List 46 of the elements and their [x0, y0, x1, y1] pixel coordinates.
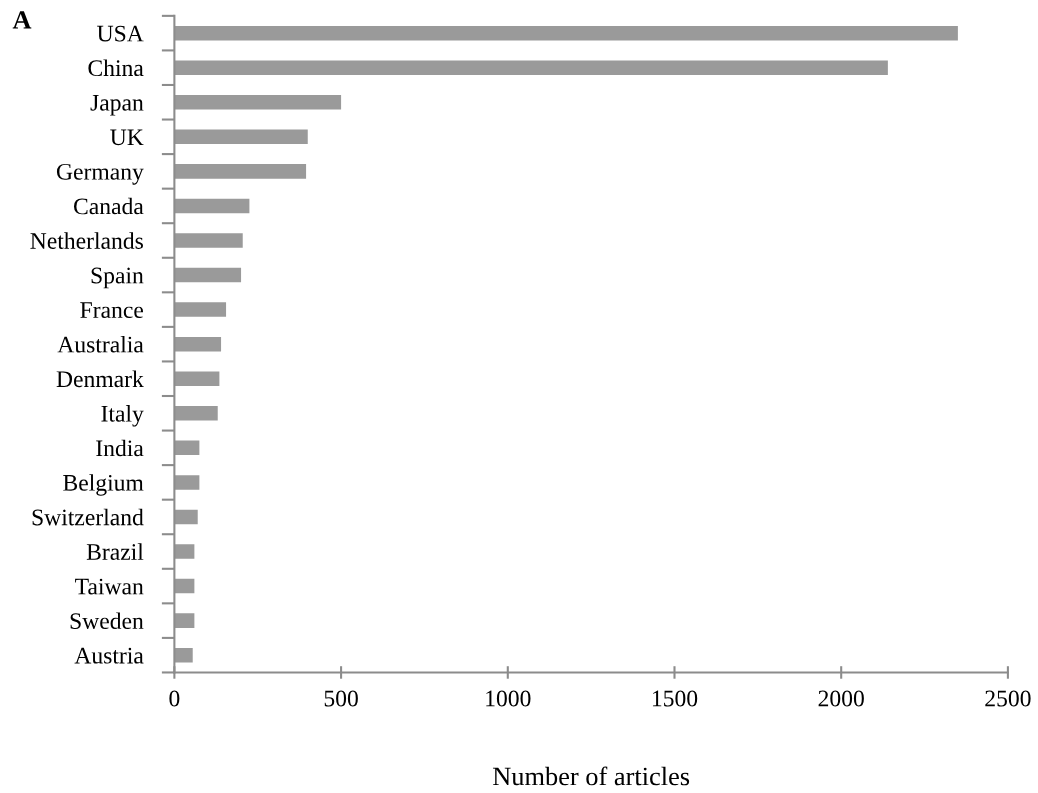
y-tick-label: India [96, 439, 144, 457]
y-tick-label: China [88, 59, 144, 77]
bar [174, 25, 958, 41]
y-tick-label: Switzerland [32, 508, 144, 526]
x-axis-title: Number of articles [492, 766, 690, 786]
x-tick-label: 1500 [652, 690, 698, 707]
bar [174, 267, 242, 283]
x-tick-label: 1000 [486, 690, 531, 707]
y-tick-label: UK [110, 129, 144, 146]
y-tick-label: Japan [90, 94, 144, 116]
x-tick-label: 500 [324, 690, 358, 707]
bar [174, 578, 195, 594]
bar [174, 95, 342, 110]
bar [174, 371, 220, 386]
bar [174, 198, 250, 214]
x-tick-label: 2500 [985, 690, 1031, 707]
y-tick-label: Taiwan [75, 578, 144, 595]
bar [174, 647, 193, 663]
bar [174, 440, 200, 456]
y-tick-label: Belgium [63, 474, 144, 496]
bar [174, 164, 307, 179]
y-tick-label: Netherlands [30, 232, 143, 249]
chart-title: A [12, 11, 32, 29]
bar [174, 475, 200, 490]
y-tick-label: Brazil [86, 543, 144, 560]
y-tick-label: France [80, 302, 144, 319]
y-tick-label: Australia [57, 335, 144, 353]
y-tick-label: Austria [74, 647, 144, 664]
bar [174, 60, 888, 75]
bar [174, 129, 308, 145]
bar [174, 613, 195, 628]
bar [174, 509, 198, 525]
bar [174, 233, 243, 248]
bar [174, 336, 222, 352]
y-tick-label: Italy [101, 405, 144, 427]
y-tick-label: Germany [56, 163, 144, 185]
bar [174, 302, 227, 317]
bar [174, 544, 195, 559]
y-tick-label: USA [97, 25, 144, 42]
x-tick-label: 0 [169, 690, 180, 707]
y-tick-label: Sweden [70, 612, 144, 630]
y-tick-label: Denmark [56, 370, 144, 388]
y-tick-label: Canada [73, 197, 144, 215]
bar [174, 406, 218, 421]
x-tick-label: 2000 [818, 690, 864, 707]
y-tick-label: Spain [91, 267, 144, 289]
